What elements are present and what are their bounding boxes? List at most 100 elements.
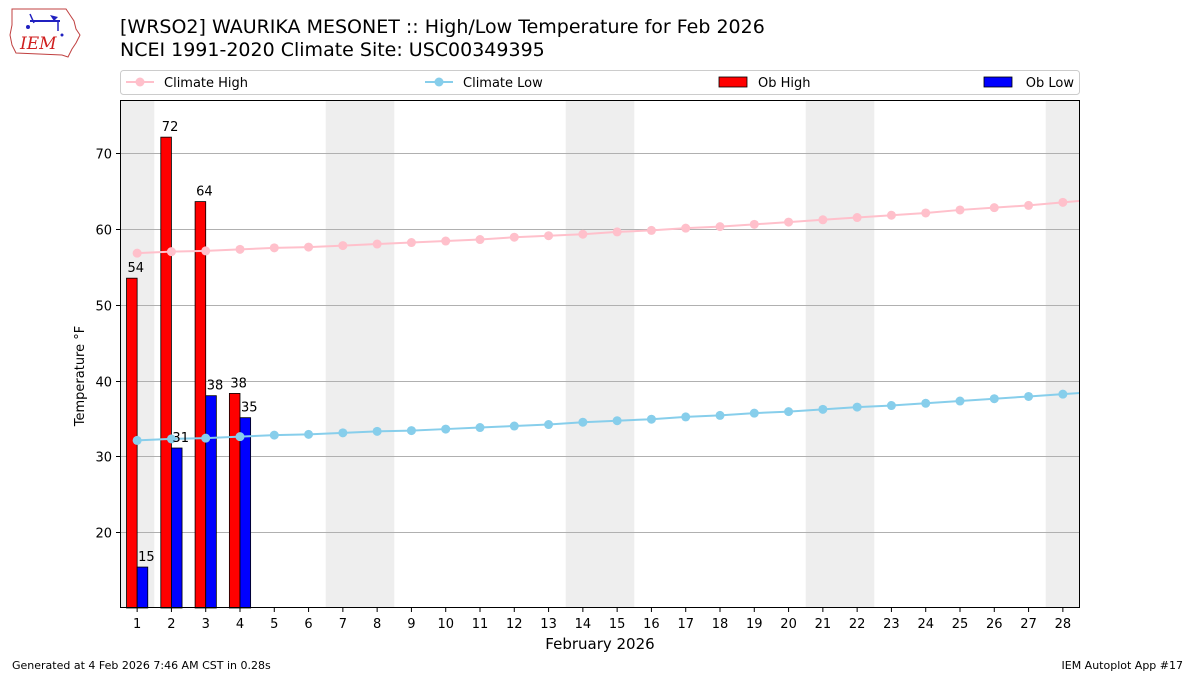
climate-lines	[132, 197, 1081, 445]
x-tick-label: 9	[407, 617, 415, 632]
climate-low-point	[612, 416, 622, 426]
ob-high-bar	[228, 393, 241, 609]
climate-high-point	[544, 231, 554, 241]
climate-low-point	[304, 429, 314, 439]
climate-low-point	[715, 410, 725, 420]
climate-low-point	[784, 407, 794, 417]
climate-low-point	[955, 396, 965, 406]
x-tick-label: 4	[236, 617, 244, 632]
climate-low-point	[544, 420, 554, 430]
legend-marker	[135, 77, 145, 87]
climate-low-point	[132, 435, 142, 445]
x-tick-label: 27	[1020, 617, 1037, 632]
climate-low-point	[441, 424, 451, 434]
climate-high-point	[715, 222, 725, 232]
ob-high-label: 72	[162, 120, 179, 135]
climate-low-point	[749, 408, 759, 418]
climate-high-point	[989, 203, 999, 213]
x-tick-label: 8	[373, 617, 381, 632]
legend-box	[120, 70, 1080, 95]
climate-high-point	[646, 225, 656, 235]
weekend-band	[1045, 100, 1080, 608]
ob-low-label: 31	[172, 431, 189, 446]
chart-subtitle: NCEI 1991-2020 Climate Site: USC00349395	[120, 39, 545, 61]
x-tick-label: 21	[815, 617, 832, 632]
x-tick-label: 19	[746, 617, 763, 632]
climate-high-point	[269, 243, 279, 253]
legend-bar-swatch	[983, 76, 1013, 88]
climate-high-point	[612, 227, 622, 237]
logo-text: IEM	[19, 34, 57, 54]
ob-high-label: 38	[230, 376, 247, 391]
x-tick-label: 2	[167, 617, 175, 632]
x-tick-label: 24	[917, 617, 934, 632]
x-tick-label: 5	[270, 617, 278, 632]
climate-low-point	[406, 426, 416, 436]
iem-iowa-logo-icon: IEM	[9, 8, 81, 58]
climate-low-point	[338, 428, 348, 438]
climate-high-point	[441, 236, 451, 246]
y-tick-label: 20	[95, 527, 112, 542]
climate-low-point	[1024, 391, 1034, 401]
x-tick-label: 10	[437, 617, 454, 632]
climate-low-point	[646, 414, 656, 424]
x-tick-label: 18	[712, 617, 729, 632]
chart-title: [WRSO2] WAURIKA MESONET :: High/Low Temp…	[120, 16, 765, 38]
climate-low-point	[166, 434, 176, 444]
climate-high-point	[475, 235, 485, 245]
x-tick-label: 3	[202, 617, 210, 632]
x-tick-label: 14	[575, 617, 592, 632]
climate-low-point	[921, 398, 931, 408]
weekend-band	[325, 100, 395, 608]
climate-low-point	[201, 433, 211, 443]
climate-high-point	[681, 223, 691, 233]
climate-high-point	[784, 217, 794, 227]
x-tick-label: 25	[952, 617, 969, 632]
x-tick-label: 20	[780, 617, 797, 632]
x-tick-label: 26	[986, 617, 1003, 632]
y-tick-label: 50	[95, 300, 112, 315]
climate-low-point	[886, 401, 896, 411]
climate-low-point	[235, 432, 245, 442]
climate-high-point	[166, 247, 176, 257]
climate-low-point	[681, 412, 691, 422]
climate-high-point	[852, 213, 862, 223]
climate-high-point	[578, 229, 588, 239]
climate-high-point	[406, 238, 416, 248]
legend-marker	[434, 77, 444, 87]
x-tick-label: 11	[472, 617, 489, 632]
legend-label: Climate High	[164, 76, 248, 91]
ob-high-bar	[194, 201, 207, 609]
generated-timestamp: Generated at 4 Feb 2026 7:46 AM CST in 0…	[12, 659, 271, 672]
y-tick-label: 40	[95, 376, 112, 391]
x-tick-label: 12	[506, 617, 523, 632]
y-tick-label: 30	[95, 451, 112, 466]
weekend-bands	[120, 100, 1080, 608]
x-tick-label: 1	[133, 617, 141, 632]
x-tick-label: 13	[540, 617, 557, 632]
iem-logo: IEM	[8, 5, 82, 63]
grid-lines	[120, 153, 1080, 533]
climate-high-point	[749, 219, 759, 229]
ob-low-bar	[171, 447, 183, 609]
legend-bar-swatch	[718, 76, 748, 88]
x-tick-label: 15	[609, 617, 626, 632]
ob-high-label: 64	[196, 185, 213, 200]
x-tick-label: 16	[643, 617, 660, 632]
climate-low-point	[269, 430, 279, 440]
climate-high-point	[955, 205, 965, 215]
ob-low-label: 35	[241, 401, 258, 416]
legend-label: Ob High	[758, 76, 811, 91]
climate-high-point	[235, 244, 245, 254]
legend-label: Ob Low	[1026, 76, 1075, 91]
climate-high-point	[338, 241, 348, 251]
weekend-band	[565, 100, 635, 608]
y-tick-label: 60	[95, 224, 112, 239]
y-axis-label: Temperature °F	[73, 326, 88, 427]
x-tick-label: 22	[849, 617, 866, 632]
climate-low-point	[475, 423, 485, 433]
climate-high-point	[1058, 197, 1068, 207]
climate-low-point	[852, 402, 862, 412]
climate-high-point	[304, 242, 314, 252]
